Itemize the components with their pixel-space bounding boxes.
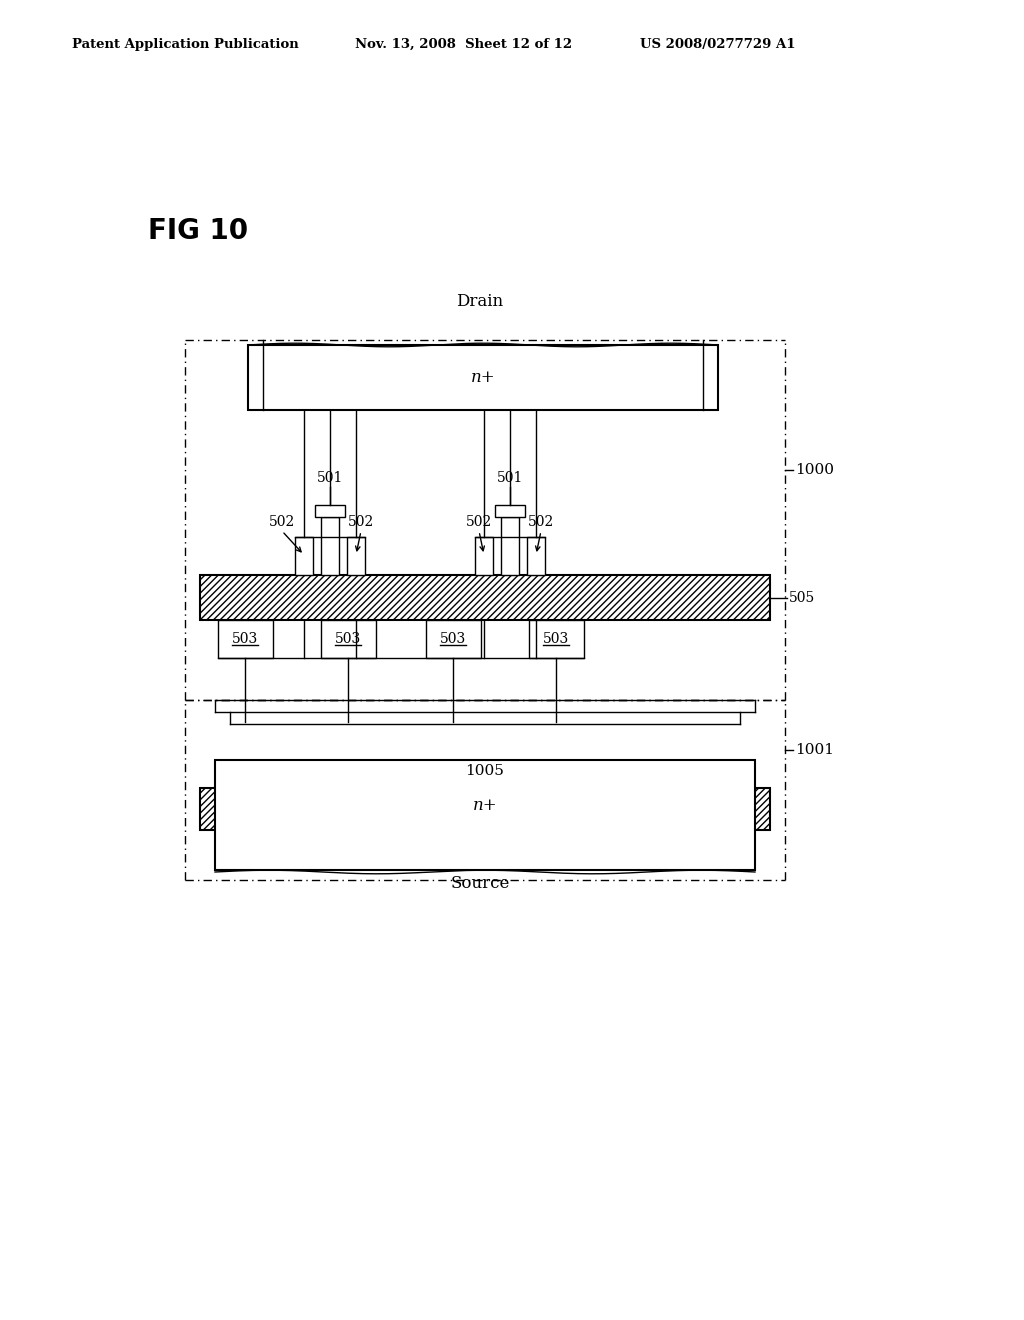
Text: 1005: 1005 (466, 764, 505, 777)
Bar (215, 760, 755, 870)
Text: 501: 501 (497, 471, 523, 484)
Bar (321, 620, 376, 657)
Bar (295, 537, 313, 576)
Text: n+: n+ (473, 796, 498, 813)
Text: 503: 503 (335, 632, 361, 645)
Bar (528, 620, 584, 657)
Bar (426, 620, 480, 657)
Bar (200, 576, 770, 620)
Text: Patent Application Publication: Patent Application Publication (72, 38, 299, 51)
Bar (248, 345, 718, 411)
Text: n+: n+ (471, 370, 496, 385)
Bar (495, 506, 525, 517)
Text: Drain: Drain (457, 293, 504, 310)
Text: 505: 505 (790, 590, 815, 605)
Text: 502: 502 (466, 515, 493, 529)
Bar (501, 517, 519, 576)
Bar (475, 537, 493, 576)
Text: 503: 503 (543, 632, 569, 645)
Text: FIG 10: FIG 10 (148, 216, 248, 246)
Text: Source: Source (451, 875, 510, 892)
Text: US 2008/0277729 A1: US 2008/0277729 A1 (640, 38, 796, 51)
Text: 503: 503 (440, 632, 466, 645)
Text: 1000: 1000 (795, 463, 834, 477)
Text: 502: 502 (528, 515, 554, 529)
Bar (321, 517, 339, 576)
Text: 503: 503 (231, 632, 258, 645)
Bar (527, 537, 545, 576)
Text: 1001: 1001 (795, 743, 834, 756)
Text: Nov. 13, 2008  Sheet 12 of 12: Nov. 13, 2008 Sheet 12 of 12 (355, 38, 572, 51)
Bar (217, 620, 272, 657)
Text: 502: 502 (348, 515, 374, 529)
Bar (315, 506, 345, 517)
Bar (347, 537, 365, 576)
Text: 501: 501 (316, 471, 343, 484)
Text: 502: 502 (269, 515, 295, 529)
Bar (200, 788, 770, 830)
